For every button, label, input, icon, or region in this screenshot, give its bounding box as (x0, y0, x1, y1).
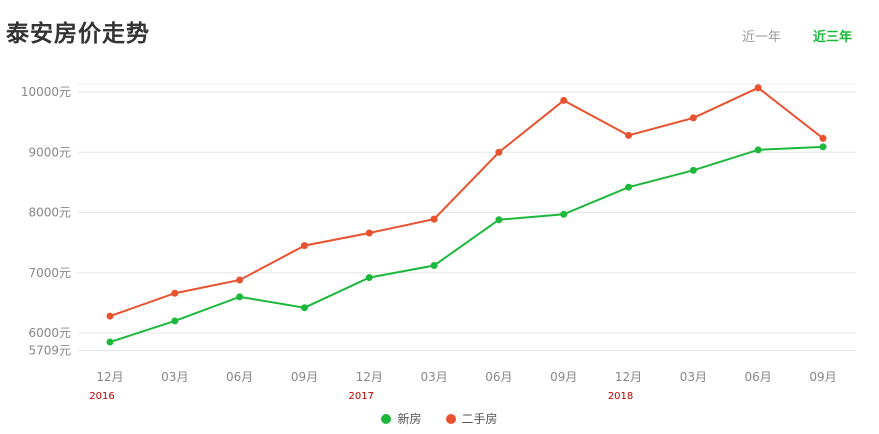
x-tick-label: 03月 (680, 370, 707, 384)
y-tick-label: 10000元 (21, 85, 71, 99)
chart-legend: 新房 二手房 (0, 410, 879, 427)
legend-item-new[interactable]: 新房 (381, 410, 422, 427)
legend-dot-second-hand-icon (445, 413, 456, 424)
data-point-new (365, 274, 373, 282)
x-tick-label: 09月 (550, 370, 577, 384)
x-tick-label: 06月 (226, 370, 253, 384)
data-point-new (560, 210, 568, 218)
x-tick-label: 03月 (161, 370, 188, 384)
x-tick-label: 12月 (96, 370, 123, 384)
tab-one-year[interactable]: 近一年 (742, 30, 782, 45)
data-point-second-hand (300, 242, 308, 250)
price-trend-chart: 10000元 9000元 8000元 7000元 6000元 5709元 12月 03月 06月… (21, 83, 856, 402)
x-tick-label: 03月 (420, 370, 447, 384)
legend-label-new: 新房 (397, 412, 422, 426)
legend-label-second-hand: 二手房 (461, 412, 498, 426)
tab-three-years[interactable]: 近三年 (813, 30, 853, 45)
data-point-new (754, 146, 762, 154)
x-tick-label: 12月 (615, 370, 642, 384)
data-point-new (819, 143, 827, 151)
series-line-second-hand (109, 86, 824, 318)
page-title: 泰安房价走势 (6, 21, 150, 47)
data-point-second-hand (819, 134, 827, 142)
x-tick-label: 06月 (485, 370, 512, 384)
data-point-second-hand (236, 276, 244, 284)
x-tick-label: 12月 (356, 370, 383, 384)
year-label: 2016 (89, 391, 114, 402)
data-point-second-hand (560, 96, 568, 104)
data-point-new (300, 304, 308, 312)
data-point-second-hand (430, 215, 438, 223)
x-tick-label: 06月 (745, 370, 772, 384)
data-point-second-hand (106, 312, 114, 320)
data-point-new (171, 317, 179, 325)
data-point-second-hand (625, 131, 633, 139)
data-point-second-hand (171, 289, 179, 297)
data-point-second-hand (689, 114, 697, 122)
y-tick-label: 7000元 (28, 266, 71, 280)
series-line-new (109, 145, 824, 343)
year-label: 2018 (608, 391, 633, 402)
y-tick-label: 9000元 (28, 145, 71, 159)
data-point-second-hand (754, 84, 762, 92)
data-point-new (106, 338, 114, 346)
y-tick-label: 8000元 (28, 206, 71, 220)
legend-dot-new-icon (381, 413, 392, 424)
x-tick-label: 09月 (809, 370, 836, 384)
data-point-new (236, 293, 244, 301)
data-point-new (689, 166, 697, 174)
legend-item-second-hand[interactable]: 二手房 (445, 410, 498, 427)
data-point-new (495, 216, 503, 224)
data-point-second-hand (365, 229, 373, 237)
data-point-new (625, 183, 633, 191)
data-point-second-hand (495, 148, 503, 156)
x-tick-label: 09月 (291, 370, 318, 384)
data-point-new (430, 262, 438, 270)
y-tick-label: 6000元 (28, 326, 71, 340)
y-tick-label: 5709元 (28, 344, 71, 358)
year-label: 2017 (349, 391, 374, 402)
